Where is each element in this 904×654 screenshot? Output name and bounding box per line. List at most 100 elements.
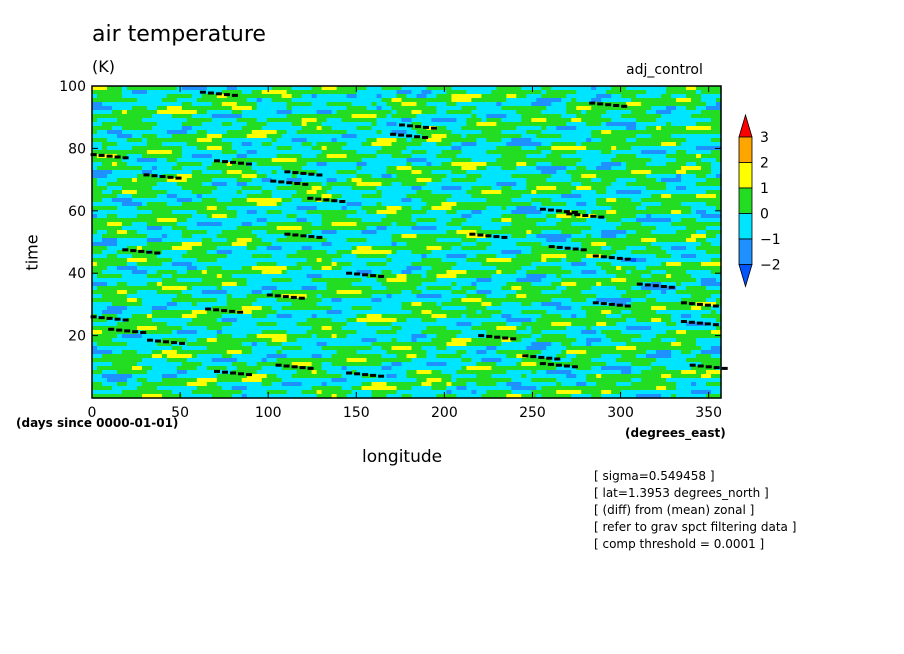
- heatmap-cell: [346, 174, 353, 179]
- heatmap-cell: [581, 106, 587, 111]
- heatmap-cell: [506, 158, 512, 163]
- heatmap-cell: [191, 210, 198, 215]
- heatmap-cell: [121, 210, 128, 215]
- heatmap-cell: [416, 94, 423, 99]
- heatmap-cell: [461, 174, 467, 179]
- heatmap-cell: [561, 94, 567, 99]
- heatmap-cell: [166, 150, 173, 155]
- heatmap-cell: [551, 86, 557, 91]
- heatmap-cell: [571, 146, 577, 151]
- heatmap-cell: [486, 102, 492, 107]
- heatmap-cell: [371, 98, 378, 103]
- heatmap-cell: [351, 222, 358, 227]
- heatmap-cell: [351, 162, 358, 167]
- heatmap-cell: [436, 222, 443, 227]
- heatmap-cell: [326, 118, 333, 123]
- heatmap-cell: [206, 150, 213, 155]
- heatmap-cell: [266, 134, 273, 139]
- heatmap-cell: [92, 114, 98, 119]
- heatmap-cell: [346, 98, 353, 103]
- heatmap-cell: [111, 158, 118, 163]
- heatmap-cell: [296, 174, 303, 179]
- heatmap-cell: [116, 226, 123, 231]
- heatmap-cell: [701, 158, 707, 163]
- heatmap-cell: [566, 106, 572, 111]
- heatmap-cell: [411, 118, 418, 123]
- heatmap-cell: [596, 218, 602, 223]
- heatmap-cell: [516, 166, 522, 171]
- heatmap-cell: [351, 182, 358, 187]
- heatmap-cell: [441, 230, 448, 235]
- heatmap-cell: [501, 166, 507, 171]
- heatmap-cell: [176, 186, 183, 191]
- heatmap-cell: [351, 174, 358, 179]
- heatmap-cell: [151, 218, 158, 223]
- heatmap-cell: [491, 126, 497, 131]
- heatmap-cell: [526, 86, 532, 91]
- heatmap-cell: [411, 142, 418, 147]
- heatmap-cell: [311, 110, 318, 115]
- heatmap-cell: [146, 150, 153, 155]
- heatmap-cell: [251, 130, 258, 135]
- heatmap-cell: [536, 170, 542, 175]
- heatmap-cell: [531, 218, 537, 223]
- heatmap-cell: [676, 134, 682, 139]
- heatmap-cell: [681, 126, 687, 131]
- heatmap-cell: [401, 182, 408, 187]
- heatmap-cell: [601, 126, 607, 131]
- heatmap-cell: [251, 138, 258, 143]
- heatmap-cell: [211, 130, 218, 135]
- heatmap-cell: [646, 206, 652, 211]
- heatmap-cell: [201, 166, 208, 171]
- heatmap-cell: [621, 206, 627, 211]
- heatmap-cell: [131, 218, 138, 223]
- heatmap-cell: [281, 210, 288, 215]
- heatmap-cell: [576, 138, 582, 143]
- heatmap-cell: [161, 86, 168, 91]
- heatmap-cell: [616, 142, 622, 147]
- heatmap-cell: [106, 150, 113, 155]
- heatmap-cell: [201, 110, 208, 115]
- heatmap-cell: [131, 214, 138, 219]
- heatmap-cell: [106, 86, 113, 91]
- heatmap-cell: [436, 242, 443, 247]
- heatmap-cell: [606, 230, 612, 235]
- heatmap-cell: [321, 202, 328, 207]
- heatmap-cell: [236, 230, 243, 235]
- heatmap-cell: [291, 118, 298, 123]
- heatmap-cell: [326, 126, 333, 131]
- heatmap-cell: [171, 86, 178, 91]
- heatmap-cell: [681, 130, 687, 135]
- heatmap-cell: [386, 202, 393, 207]
- heatmap-cell: [141, 158, 148, 163]
- heatmap-cell: [386, 210, 393, 215]
- heatmap-cell: [106, 202, 113, 207]
- heatmap-cell: [661, 190, 667, 195]
- heatmap-cell: [371, 146, 378, 151]
- heatmap-cell: [656, 230, 662, 235]
- heatmap-cell: [116, 198, 123, 203]
- heatmap-cell: [496, 218, 502, 223]
- heatmap-cell: [556, 170, 562, 175]
- heatmap-cell: [176, 122, 183, 127]
- heatmap-cell: [486, 142, 492, 147]
- heatmap-cell: [441, 194, 448, 199]
- heatmap-cell: [271, 198, 278, 203]
- heatmap-cell: [661, 150, 667, 155]
- heatmap-cell: [326, 194, 333, 199]
- heatmap-cell: [346, 218, 353, 223]
- heatmap-cell: [426, 86, 433, 91]
- heatmap-cell: [216, 106, 223, 111]
- heatmap-cell: [671, 234, 677, 239]
- heatmap-cell: [471, 170, 477, 175]
- heatmap-cell: [666, 218, 672, 223]
- heatmap-cell: [471, 114, 477, 119]
- heatmap-cell: [126, 94, 133, 99]
- heatmap-cell: [376, 242, 383, 247]
- heatmap-cell: [141, 182, 148, 187]
- heatmap-cell: [241, 174, 248, 179]
- heatmap-cell: [321, 190, 328, 195]
- heatmap-cell: [226, 218, 233, 223]
- heatmap-cell: [186, 238, 193, 243]
- heatmap-cell: [691, 142, 697, 147]
